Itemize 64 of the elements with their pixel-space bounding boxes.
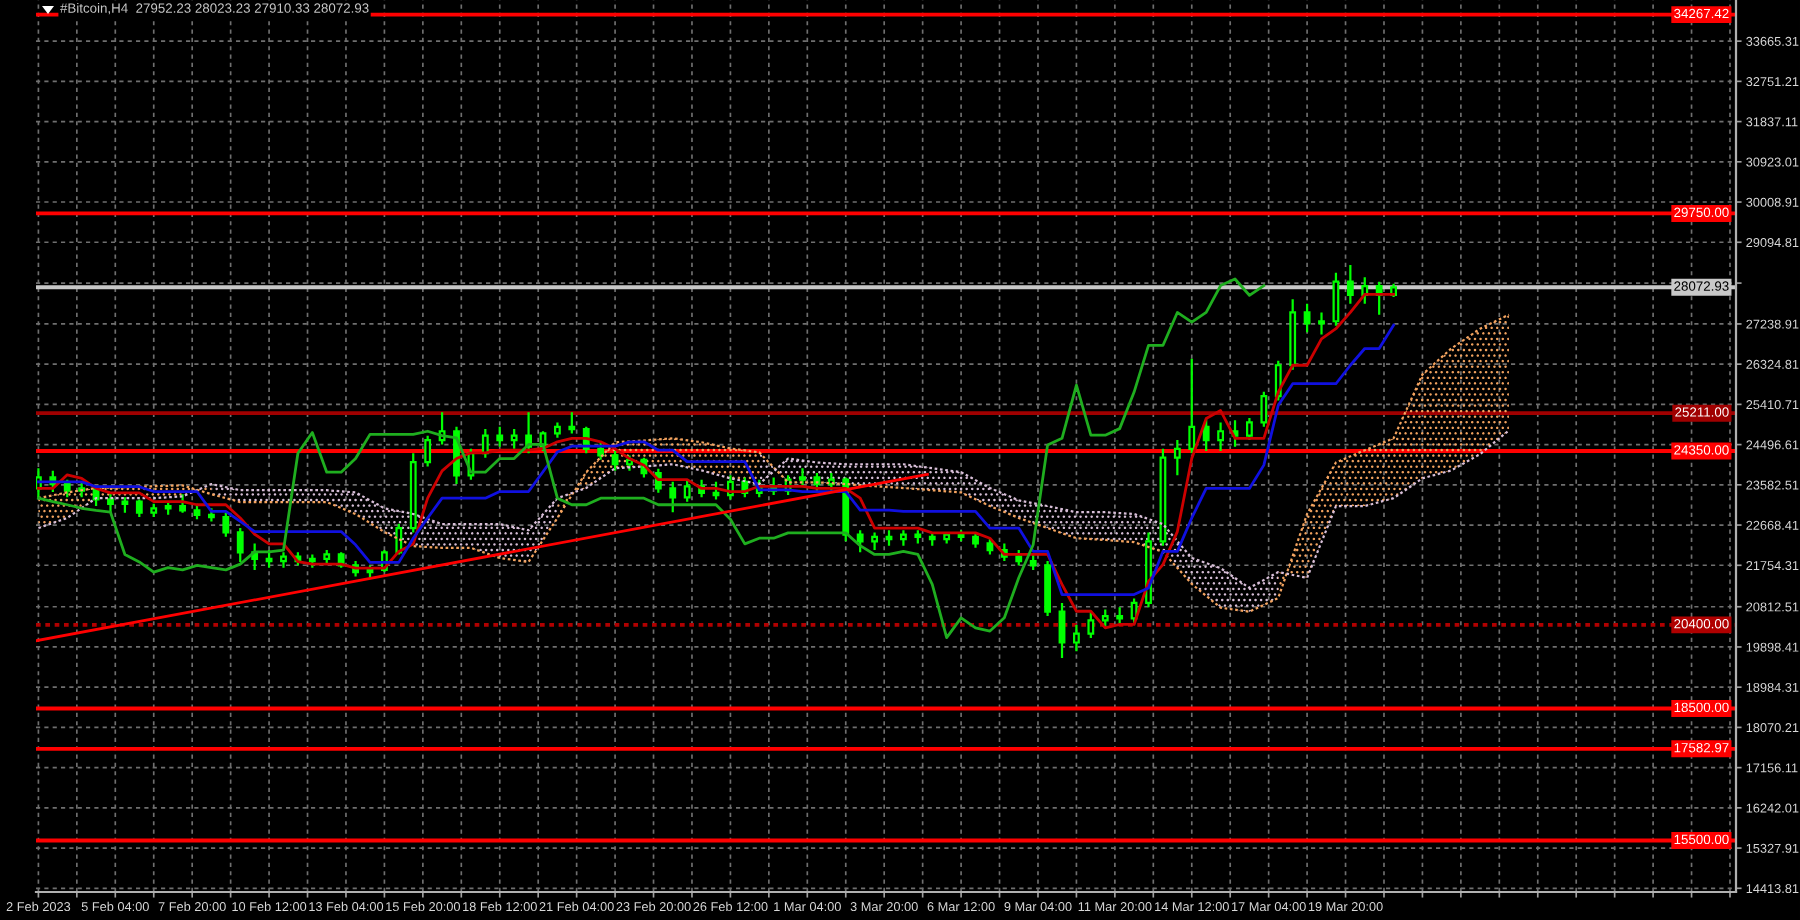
candlestick bbox=[900, 529, 907, 547]
candlestick bbox=[1173, 438, 1181, 477]
candlestick bbox=[799, 467, 806, 488]
candlestick bbox=[683, 478, 691, 503]
candlestick bbox=[626, 454, 633, 472]
candlestick bbox=[265, 548, 273, 569]
candlestick bbox=[280, 551, 287, 569]
candlestick bbox=[107, 491, 114, 514]
candlestick bbox=[1188, 357, 1196, 455]
candlestick bbox=[1217, 421, 1225, 453]
candlestick bbox=[121, 496, 129, 514]
candlestick bbox=[885, 529, 893, 547]
candlestick bbox=[164, 500, 172, 516]
line-series bbox=[37, 293, 1395, 630]
candlestick bbox=[914, 529, 922, 545]
candlestick bbox=[1073, 623, 1080, 653]
candlestick bbox=[1058, 601, 1066, 659]
candlestick bbox=[1202, 416, 1210, 453]
line-series bbox=[37, 277, 1266, 640]
candlestick bbox=[1375, 280, 1383, 316]
candlestick bbox=[1087, 610, 1095, 640]
candlestick bbox=[611, 449, 619, 472]
candlestick bbox=[1361, 276, 1369, 305]
candlestick bbox=[554, 421, 561, 439]
line-series bbox=[37, 429, 1511, 590]
candlestick bbox=[179, 493, 186, 514]
candlestick bbox=[928, 531, 936, 547]
candlestick bbox=[712, 480, 720, 501]
candlestick bbox=[481, 427, 489, 459]
candlestick bbox=[856, 529, 864, 554]
candlestick bbox=[943, 533, 951, 545]
candlestick bbox=[323, 548, 331, 565]
candlestick bbox=[1130, 597, 1138, 624]
candlestick bbox=[1044, 559, 1052, 618]
candlestick bbox=[1101, 608, 1109, 629]
candlestick bbox=[150, 502, 158, 519]
candlestick bbox=[1231, 419, 1239, 448]
candlestick bbox=[193, 502, 201, 521]
candlestick bbox=[236, 526, 244, 564]
candlestick bbox=[669, 480, 677, 514]
candlestick bbox=[496, 425, 504, 448]
candlestick bbox=[1246, 416, 1253, 442]
candlestick bbox=[424, 434, 432, 468]
candlestick bbox=[135, 498, 143, 519]
candlestick bbox=[1260, 390, 1268, 428]
candlestick bbox=[986, 537, 994, 556]
candlestick bbox=[1332, 271, 1340, 327]
candlestick bbox=[597, 441, 605, 461]
candlestick bbox=[63, 478, 71, 499]
candlestick bbox=[1116, 606, 1124, 626]
candlestick bbox=[568, 411, 576, 435]
candlestick bbox=[1318, 311, 1325, 336]
candlestick bbox=[222, 511, 230, 538]
candlestick bbox=[957, 529, 965, 543]
candlestick bbox=[972, 531, 979, 549]
candlestick bbox=[1029, 553, 1037, 571]
candlestick bbox=[1346, 263, 1354, 305]
candlestick bbox=[308, 553, 316, 569]
candlestick bbox=[409, 452, 417, 534]
candlestick bbox=[207, 507, 215, 523]
candlestick bbox=[1303, 302, 1311, 334]
candlestick bbox=[871, 531, 878, 552]
candlestick bbox=[1015, 548, 1023, 567]
candlestick bbox=[510, 427, 518, 450]
